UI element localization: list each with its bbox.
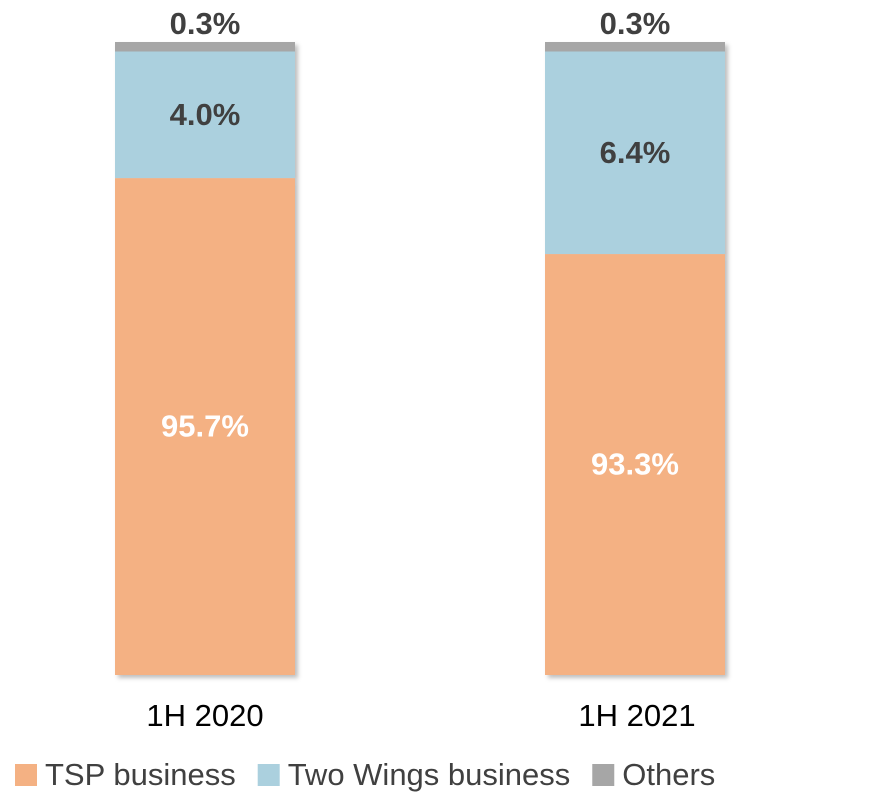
legend-label: Others bbox=[622, 757, 715, 792]
bar-segment bbox=[545, 51, 725, 255]
bar-stack bbox=[545, 42, 725, 675]
x-tick-label: 1H 2021 bbox=[578, 698, 695, 733]
bar-segment bbox=[545, 42, 725, 52]
value-label: 93.3% bbox=[591, 447, 679, 482]
value-label: 95.7% bbox=[161, 409, 249, 444]
value-label: 4.0% bbox=[170, 97, 241, 132]
bar-segment bbox=[115, 178, 295, 675]
bar-stack bbox=[115, 42, 295, 675]
bar-segment bbox=[115, 42, 295, 52]
value-label: 0.3% bbox=[170, 6, 241, 41]
value-label: 0.3% bbox=[600, 6, 671, 41]
value-label: 6.4% bbox=[600, 135, 671, 170]
legend-label: TSP business bbox=[45, 757, 236, 792]
legend-swatch bbox=[592, 764, 615, 786]
bar-segment bbox=[115, 51, 295, 179]
legend-swatch bbox=[15, 764, 37, 786]
bar-segment bbox=[545, 254, 725, 675]
x-tick-label: 1H 2020 bbox=[146, 698, 263, 733]
legend-label: Two Wings business bbox=[288, 757, 571, 792]
legend-swatch bbox=[257, 764, 280, 786]
